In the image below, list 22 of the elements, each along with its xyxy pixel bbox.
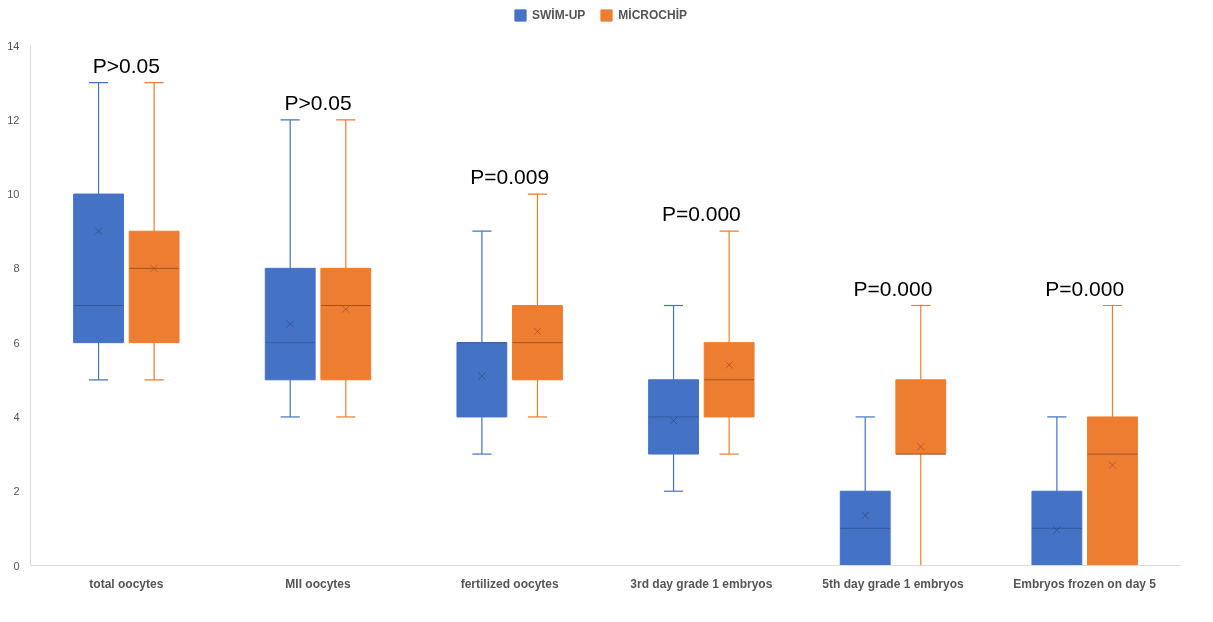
annotation: P>0.05 [284, 90, 352, 114]
x-tick-label: Embryos frozen on day 5 [1013, 576, 1157, 591]
y-tick-label: 4 [13, 410, 20, 423]
annotation: P>0.05 [92, 53, 160, 77]
y-tick-label: 14 [7, 39, 20, 52]
annotation: P=0.000 [853, 276, 933, 300]
annotation: P=0.000 [1045, 276, 1125, 300]
x-tick-label: 3rd day grade 1 embryos [630, 576, 773, 591]
y-tick-label: 2 [13, 485, 20, 498]
y-tick-label: 0 [13, 559, 20, 572]
y-tick-label: 12 [7, 113, 20, 126]
x-tick-label: 5th day grade 1 embryos [822, 576, 965, 591]
y-tick-label: 10 [7, 188, 20, 201]
y-tick-label: 6 [13, 336, 20, 349]
x-tick-label: MII oocytes [285, 576, 351, 591]
annotation: P=0.000 [661, 202, 741, 226]
legend-label: MİCROCHİP [618, 8, 687, 22]
y-tick-label: 8 [13, 262, 20, 275]
annotation: P=0.009 [470, 165, 550, 189]
legend-label: SWİM-UP [532, 8, 586, 22]
x-tick-label: total oocytes [89, 576, 164, 591]
x-tick-label: fertilized oocytes [460, 576, 560, 591]
